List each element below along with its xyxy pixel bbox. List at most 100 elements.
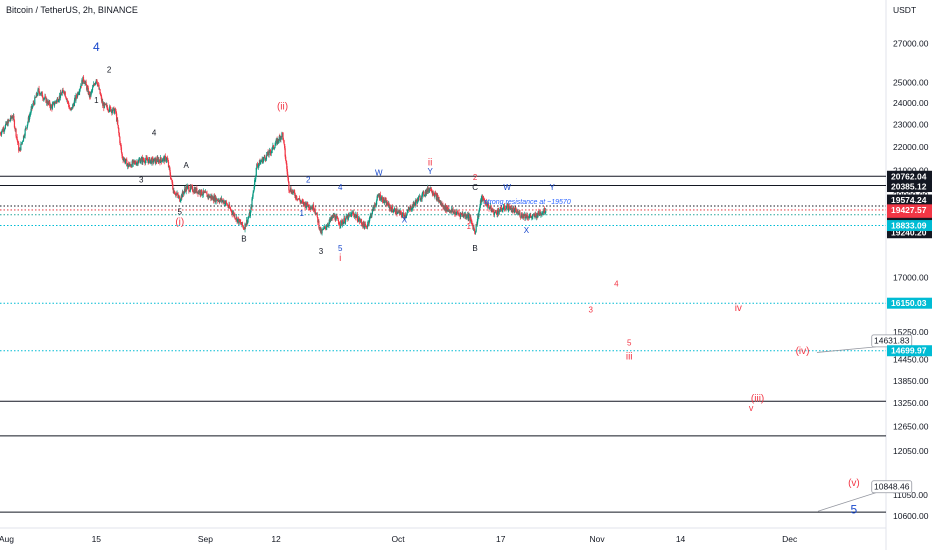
- price-tag-label: 16150.03: [891, 298, 927, 308]
- candle-body: [109, 106, 111, 111]
- candle-body: [384, 201, 386, 203]
- candle-body: [350, 212, 353, 217]
- candle-body: [226, 202, 228, 206]
- candle-body: [149, 157, 151, 164]
- candle-body: [363, 221, 365, 226]
- candle-body: [531, 216, 533, 218]
- candle-body: [118, 132, 120, 137]
- candle-body: [15, 136, 18, 138]
- candle-body: [240, 221, 242, 224]
- candle-body: [233, 212, 235, 216]
- price-tag: [887, 345, 932, 357]
- candle-body: [286, 168, 288, 175]
- candle-body: [76, 96, 78, 98]
- candle-body: [437, 195, 439, 197]
- candle-body: [253, 186, 255, 191]
- candle-body: [347, 214, 349, 220]
- candle-body: [189, 190, 191, 192]
- candle-body: [252, 192, 254, 197]
- candle-body: [301, 200, 303, 202]
- candle-body: [422, 192, 424, 194]
- price-tick-label: 13250.00: [893, 398, 929, 408]
- candle-body: [158, 159, 161, 161]
- candle-body: [255, 176, 257, 180]
- candle-body: [504, 209, 506, 210]
- candle-body: [258, 163, 260, 166]
- candle-body: [32, 102, 34, 106]
- candle-body: [285, 156, 287, 161]
- callout-box: [871, 480, 913, 494]
- candle-body: [249, 211, 251, 217]
- candle-body: [471, 221, 473, 224]
- candle-body: [38, 91, 41, 95]
- candle-body: [429, 187, 431, 192]
- time-tick-label: Sep: [198, 534, 213, 544]
- candle-body: [267, 151, 269, 155]
- candle-body: [282, 132, 284, 140]
- candle-body: [221, 200, 224, 202]
- candle-body: [24, 135, 26, 137]
- candle-body: [310, 207, 312, 210]
- candle-body: [1, 131, 3, 135]
- candle-body: [73, 100, 75, 106]
- candle-body: [102, 101, 104, 106]
- candle-body: [106, 104, 108, 108]
- wave-label: v: [749, 403, 754, 413]
- candle-body: [59, 92, 62, 99]
- candle-body: [232, 213, 234, 215]
- candle-body: [149, 160, 151, 164]
- candle-body: [175, 193, 178, 195]
- candle-body: [365, 225, 367, 227]
- candle-body: [116, 113, 118, 122]
- candle-body: [133, 160, 135, 162]
- candle-body: [85, 81, 87, 85]
- candle-body: [496, 214, 498, 215]
- candle-body: [393, 209, 395, 212]
- candle-body: [126, 164, 128, 167]
- candle-body: [218, 200, 220, 202]
- candle-body: [165, 160, 167, 161]
- candle-body: [337, 218, 339, 222]
- candle-body: [400, 212, 402, 215]
- candle-body: [396, 209, 398, 214]
- candle-body: [58, 99, 60, 102]
- candle-body: [90, 92, 92, 97]
- candle-body: [509, 206, 512, 210]
- candle-body: [227, 205, 229, 207]
- candle-body: [239, 221, 241, 223]
- candle-body: [545, 211, 547, 213]
- candle-body: [172, 184, 174, 190]
- candle-body: [153, 158, 155, 162]
- candle-body: [343, 218, 346, 224]
- candle-body: [76, 92, 79, 97]
- candle-body: [247, 218, 249, 220]
- candle-body: [189, 185, 192, 191]
- candle-body: [234, 214, 236, 219]
- candle-body: [539, 212, 541, 215]
- candle-body: [10, 115, 12, 119]
- candle-body: [502, 209, 504, 211]
- candle-body: [493, 209, 495, 216]
- candle-body: [111, 110, 113, 113]
- resistance-annotation: strong resistance at ~19570: [484, 199, 571, 206]
- candle-body: [303, 202, 306, 204]
- candle-body: [358, 218, 361, 222]
- candle-body: [91, 87, 94, 91]
- candle-body: [167, 162, 170, 168]
- candle-body: [407, 211, 409, 213]
- candle-body: [70, 108, 72, 110]
- candle-body: [312, 204, 315, 211]
- candle-body: [82, 76, 84, 85]
- candle-body: [93, 84, 95, 87]
- candle-body: [479, 200, 482, 206]
- candle-body: [279, 136, 281, 137]
- candle-body: [192, 191, 194, 193]
- candle-body: [34, 97, 36, 105]
- candle-body: [54, 101, 56, 104]
- candle-body: [406, 212, 408, 215]
- candle-body: [323, 227, 325, 229]
- candle-body: [364, 223, 367, 226]
- candle-body: [0, 134, 2, 135]
- wave-label: 4: [152, 129, 157, 138]
